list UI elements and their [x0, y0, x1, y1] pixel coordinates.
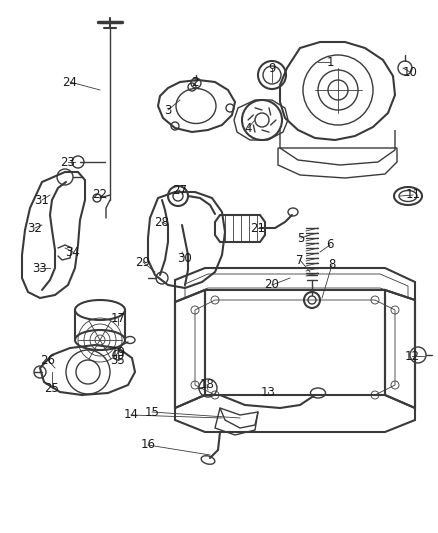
Text: 34: 34: [66, 246, 81, 259]
Text: 11: 11: [406, 189, 420, 201]
Text: 20: 20: [265, 279, 279, 292]
Text: 7: 7: [296, 254, 304, 266]
Text: 9: 9: [268, 61, 276, 75]
Text: 26: 26: [40, 353, 56, 367]
Text: 23: 23: [60, 156, 75, 168]
Text: 5: 5: [297, 231, 305, 245]
Text: 3: 3: [164, 103, 172, 117]
Text: 22: 22: [92, 189, 107, 201]
Text: 32: 32: [28, 222, 42, 235]
Text: 25: 25: [45, 382, 60, 394]
Text: 33: 33: [32, 262, 47, 274]
Text: 1: 1: [326, 55, 334, 69]
Text: 27: 27: [173, 183, 187, 197]
Text: 12: 12: [405, 350, 420, 362]
Text: 10: 10: [403, 66, 417, 78]
Text: 14: 14: [124, 408, 138, 422]
Text: 30: 30: [178, 252, 192, 264]
Text: 35: 35: [111, 353, 125, 367]
Text: 19: 19: [110, 345, 126, 359]
Text: 29: 29: [135, 255, 151, 269]
Text: 2: 2: [191, 76, 199, 88]
Text: 16: 16: [141, 439, 155, 451]
Text: 8: 8: [328, 259, 336, 271]
Text: 4: 4: [244, 122, 252, 134]
Text: 31: 31: [35, 193, 49, 206]
Text: 6: 6: [326, 238, 334, 252]
Text: 24: 24: [63, 76, 78, 88]
Text: 21: 21: [251, 222, 265, 235]
Text: 13: 13: [261, 385, 276, 399]
Text: 17: 17: [110, 311, 126, 325]
Text: 18: 18: [200, 378, 215, 392]
Text: 28: 28: [155, 215, 170, 229]
Text: 15: 15: [145, 406, 159, 418]
